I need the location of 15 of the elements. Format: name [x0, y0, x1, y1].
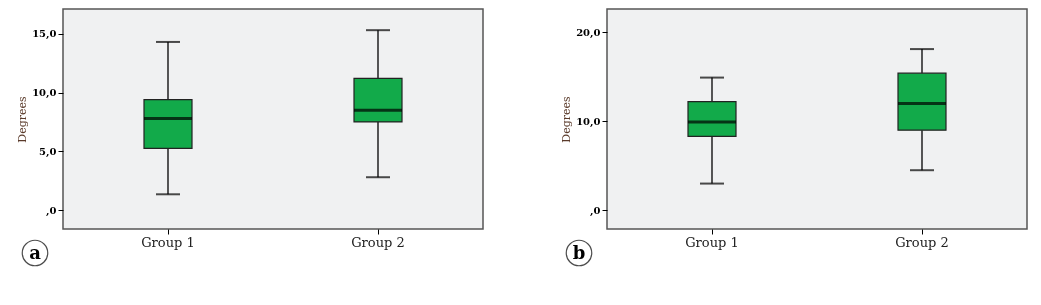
- x-tick-label: Group 1: [685, 234, 739, 250]
- y-axis-title: Degrees: [16, 96, 30, 143]
- text: b: [572, 242, 586, 263]
- y-tick-label: 10,0: [32, 87, 57, 100]
- y-tick-label: 20,0: [576, 26, 601, 39]
- y-tick-label: 10,0: [576, 115, 601, 128]
- x-tick-label: Group 2: [895, 234, 949, 250]
- y-tick-label: 15,0: [32, 28, 57, 41]
- x-tick-label: Group 1: [141, 234, 195, 250]
- y-axis-title: Degrees: [560, 96, 574, 143]
- text: a: [29, 242, 42, 263]
- y-tick-label: ,0: [590, 204, 601, 217]
- x-tick-label: Group 2: [351, 234, 405, 250]
- y-tick-label: ,0: [46, 204, 57, 217]
- y-tick-label: 5,0: [39, 145, 57, 158]
